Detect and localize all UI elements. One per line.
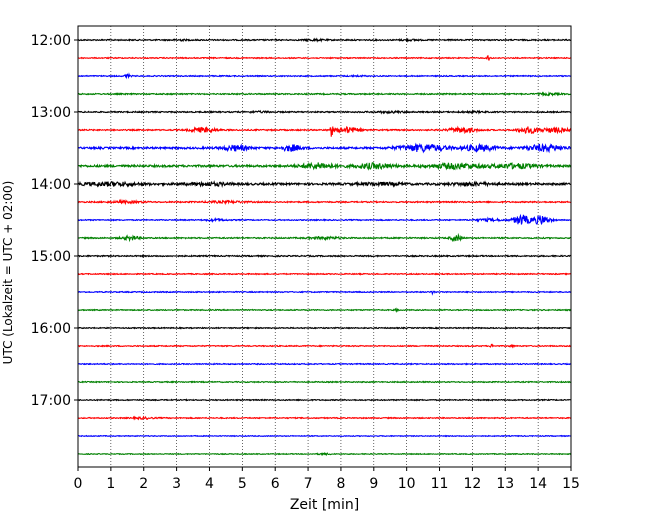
trace-1230 <box>77 72 572 80</box>
trace-1215 <box>77 54 572 61</box>
x-tick-label: 12 <box>463 476 481 492</box>
trace-1345 <box>77 161 572 171</box>
trace-1730 <box>77 434 572 438</box>
x-axis: 0 1 2 3 4 5 6 7 8 9 10 11 12 13 14 15 <box>74 467 580 492</box>
y-tick-label: 12:00 <box>31 33 71 49</box>
y-tick-label: 16:00 <box>31 321 71 337</box>
x-tick-label: 5 <box>238 476 247 492</box>
trace-1415 <box>77 198 572 206</box>
trace-1445 <box>77 232 572 243</box>
x-tick-label: 3 <box>172 476 181 492</box>
trace-1245 <box>77 91 572 97</box>
y-tick-label: 13:00 <box>31 105 71 121</box>
x-tick-label: 0 <box>74 476 83 492</box>
trace-1615 <box>77 343 572 349</box>
plot-frame <box>77 25 572 468</box>
trace-1500 <box>77 254 572 258</box>
trace-1430 <box>77 213 572 226</box>
x-tick-label: 7 <box>304 476 313 492</box>
trace-1400 <box>77 180 572 189</box>
trace-1200 <box>77 37 572 43</box>
y-tick-label: 14:00 <box>31 177 71 193</box>
x-tick-label: 2 <box>139 476 148 492</box>
trace-1330 <box>77 142 572 154</box>
trace-1545 <box>77 307 572 313</box>
y-tick-label: 17:00 <box>31 393 71 409</box>
x-tick-label: 13 <box>496 476 514 492</box>
x-tick-label: 9 <box>369 476 378 492</box>
trace-1300 <box>77 109 572 115</box>
trace-1630 <box>77 362 572 366</box>
x-tick-label: 14 <box>529 476 547 492</box>
x-tick-label: 1 <box>106 476 115 492</box>
y-axis-label: UTC (Lokalzeit = UTC + 02:00) <box>1 181 15 365</box>
x-tick-label: 8 <box>336 476 345 492</box>
trace-1600 <box>77 326 572 330</box>
trace-1715 <box>77 415 572 421</box>
trace-1745 <box>77 451 572 457</box>
x-tick-label: 11 <box>431 476 449 492</box>
trace-1530 <box>77 290 572 296</box>
x-tick-label: 15 <box>562 476 580 492</box>
y-axis: 12:00 13:00 14:00 15:00 16:00 17:00 <box>31 33 78 409</box>
x-tick-label: 10 <box>398 476 416 492</box>
traces-group <box>77 37 572 457</box>
trace-1515 <box>77 272 572 276</box>
x-axis-label: Zeit [min] <box>290 497 359 513</box>
trace-1645 <box>77 380 572 384</box>
x-tick-label: 4 <box>205 476 214 492</box>
trace-1315 <box>77 125 572 137</box>
trace-1700 <box>77 398 572 402</box>
y-tick-label: 15:00 <box>31 249 71 265</box>
x-tick-label: 6 <box>271 476 280 492</box>
